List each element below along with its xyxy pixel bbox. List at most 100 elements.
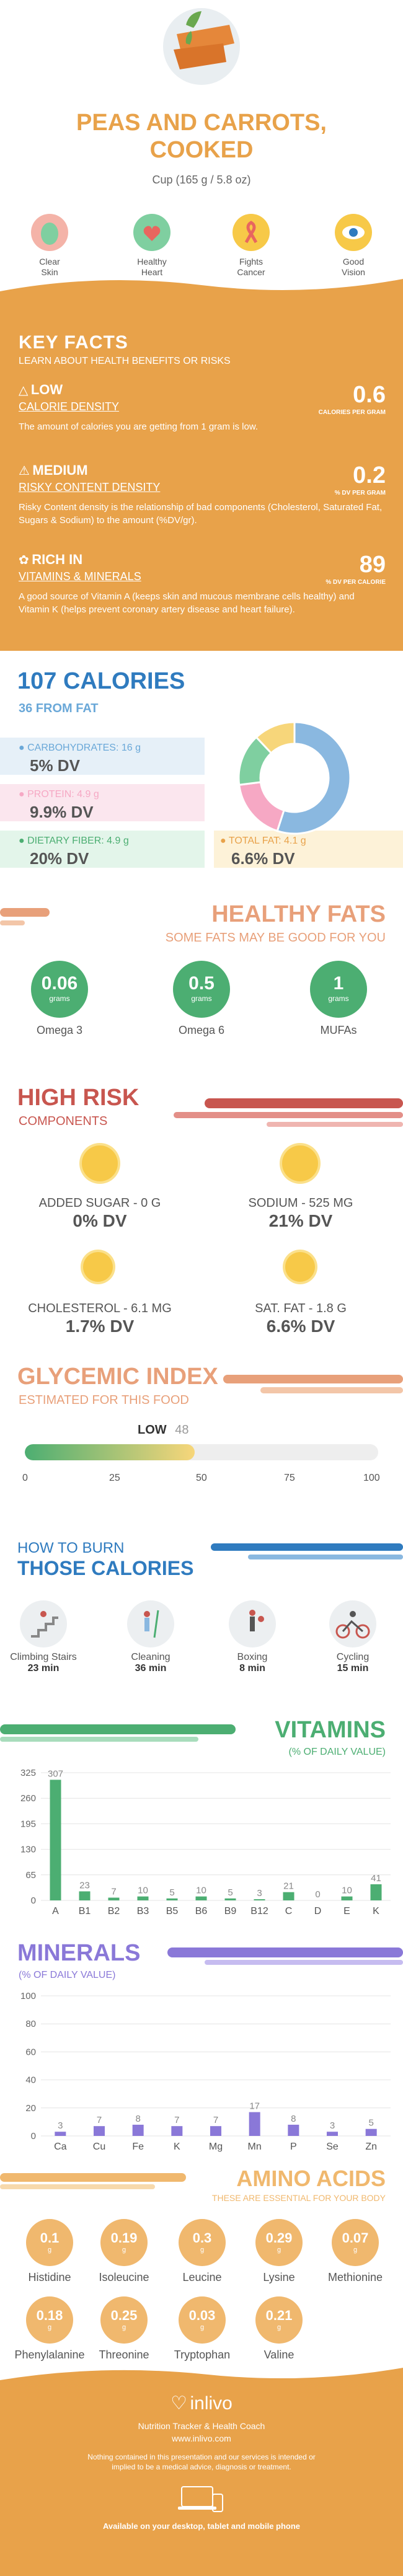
- x-tick-label: B3: [137, 1906, 149, 1917]
- y-tick-label: 0: [31, 1895, 36, 1906]
- omega3-bubble: 0.06 grams: [31, 961, 88, 1018]
- bar-value-label: 41: [371, 1873, 381, 1884]
- smile-icon: [285, 1252, 315, 1282]
- bar-B1: [79, 1891, 91, 1900]
- footer-brand[interactable]: ♡ inlivo: [0, 2393, 403, 2414]
- vitamins-title: VITAMINS: [275, 1717, 386, 1743]
- cleaning-icon: [127, 1600, 174, 1647]
- glycemic-value: 48: [175, 1423, 189, 1437]
- amino-value: 0.03: [188, 2308, 216, 2323]
- footer: ♡ inlivo Nutrition Tracker & Health Coac…: [0, 2368, 403, 2576]
- mufa-label: MUFAs: [320, 1024, 357, 1036]
- bar-Mg: [210, 2126, 221, 2136]
- carbs-dv: 5% DV: [30, 756, 80, 775]
- benefit-label-2: Skin: [41, 267, 58, 277]
- amino-unit: g: [122, 2324, 126, 2331]
- fact-description: Risky Content density is the relationshi…: [19, 502, 383, 526]
- footer-available: Available on your desktop, tablet and mo…: [102, 2521, 301, 2531]
- bar-value-label: 7: [174, 2115, 179, 2125]
- amino-unit: g: [277, 2324, 281, 2331]
- glycemic-tick: 75: [284, 1473, 295, 1483]
- y-tick-label: 65: [25, 1870, 36, 1881]
- risk-label: ADDED SUGAR - 0 g: [38, 1196, 161, 1210]
- amino-bubble: 0.21 g: [255, 2296, 303, 2344]
- activity-name: Cleaning: [131, 1652, 170, 1662]
- amino-value: 0.1: [40, 2230, 60, 2246]
- key-facts-subtitle: LEARN ABOUT HEALTH BENEFITS OR RISKS: [19, 356, 231, 366]
- amino-unit: g: [200, 2246, 205, 2254]
- vitamins-bar-chart: 325 260 195 130 65 0 307 A 23 B1 7 B2 10 B3 5 B5 10 B6 5 B9…: [20, 1768, 391, 1917]
- fat-value: 0.5: [188, 973, 215, 994]
- activity-climbing: Climbing Stairs 23 min: [9, 1599, 78, 1674]
- devices-icon: [178, 2486, 223, 2512]
- amino-label: Lysine: [263, 2271, 295, 2283]
- fact-sub: RISKY CONTENT DENSITY: [19, 481, 161, 493]
- fact-value: 0.6: [353, 382, 386, 408]
- activity-name: Climbing Stairs: [10, 1652, 77, 1662]
- fact-sub: VITAMINS & MINERALS: [19, 570, 141, 583]
- bar-B6: [195, 1896, 207, 1900]
- warning-icon: ⚠: [19, 464, 30, 478]
- burn-section: HOW TO BURN THOSE CALORIES Climbing Stai…: [0, 1531, 403, 1698]
- glycemic-subtitle: ESTIMATED FOR THIS FOOD: [19, 1393, 189, 1407]
- risk-label: CHOLESTEROL - 6.1 mg: [28, 1302, 172, 1315]
- x-tick-label: Se: [326, 2142, 339, 2152]
- glycemic-track: [25, 1444, 378, 1460]
- burn-title-2: THOSE CALORIES: [17, 1557, 194, 1579]
- fact-description: The amount of calories you are getting f…: [19, 421, 259, 432]
- glycemic-tick: 0: [22, 1473, 28, 1483]
- activity-name: Boxing: [237, 1652, 268, 1662]
- x-tick-label: B12: [250, 1906, 268, 1917]
- bar-value-label: 23: [79, 1880, 90, 1890]
- page-title-line1: PEAS AND CARROTS,: [76, 110, 327, 136]
- y-tick-label: 20: [25, 2103, 36, 2114]
- risk-dv: 21% DV: [268, 1211, 333, 1230]
- y-tick-label: 60: [25, 2047, 36, 2057]
- boxing-icon: [229, 1600, 276, 1647]
- amino-label: Isoleucine: [99, 2271, 149, 2283]
- vitamins-subtitle: (% OF DAILY VALUE): [288, 1747, 386, 1757]
- amino-bubble: 0.25 g: [100, 2296, 148, 2344]
- activity-time: 15 min: [337, 1663, 369, 1674]
- bar-B5: [166, 1898, 178, 1900]
- brand-name: inlivo: [190, 2393, 232, 2414]
- amino-unit: g: [47, 2324, 52, 2331]
- x-tick-label: B6: [195, 1906, 208, 1917]
- footer-url[interactable]: www.inlivo.com: [172, 2433, 231, 2443]
- high-risk-subtitle: COMPONENTS: [19, 1114, 108, 1128]
- benefit-clear-skin: Clear Skin: [25, 214, 74, 278]
- bar-value-label: 5: [228, 1887, 232, 1898]
- amino-bubble: 0.19 g: [100, 2219, 148, 2266]
- healthy-fats-subtitle: SOME FATS MAY BE GOOD FOR YOU: [165, 931, 386, 945]
- donut-slice-carbs: [276, 721, 352, 835]
- amino-bubble: 0.07 g: [332, 2219, 379, 2266]
- donut-slice-fat: [255, 721, 296, 755]
- omega3-label: Omega 3: [36, 1024, 83, 1036]
- wave-divider: [0, 279, 403, 298]
- activity-cleaning: Cleaning 36 min: [117, 1599, 185, 1674]
- bar-C: [283, 1892, 294, 1900]
- fact-risky-content: ⚠ MEDIUM RISKY CONTENT DENSITY 0.2 % DV …: [0, 462, 403, 543]
- benefit-label-2: Cancer: [237, 267, 265, 277]
- decor-bars: [0, 908, 50, 925]
- x-tick-label: B1: [79, 1906, 91, 1917]
- fact-calorie-density: △ LOW CALORIE DENSITY 0.6 CALORIES PER G…: [0, 382, 403, 450]
- bar-E: [341, 1896, 353, 1900]
- skin-icon: [31, 214, 68, 251]
- amino-bubble: 0.03 g: [179, 2296, 226, 2344]
- bar-K: [171, 2126, 183, 2136]
- fact-description: A good source of Vitamin A (keeps skin a…: [19, 591, 355, 615]
- bar-value-label: 3: [330, 2120, 335, 2131]
- bar-A: [50, 1780, 61, 1900]
- benefit-good-vision: Good Vision: [329, 214, 378, 278]
- amino-label: Methionine: [327, 2271, 383, 2283]
- amino-unit: g: [47, 2246, 52, 2254]
- carbs-label: CARBOHYDRATES: 16 g: [27, 743, 141, 753]
- smile-icon: [282, 1145, 318, 1181]
- fiber-row: ● DIETARY FIBER: 4.9 g 20% DV: [0, 831, 205, 868]
- benefit-label-1: Healthy: [137, 257, 167, 267]
- fact-unit: CALORIES PER GRAM: [318, 409, 386, 416]
- bar-Ca: [55, 2132, 66, 2136]
- glycemic-fill: [25, 1444, 195, 1460]
- bullet-icon: ●: [19, 789, 25, 800]
